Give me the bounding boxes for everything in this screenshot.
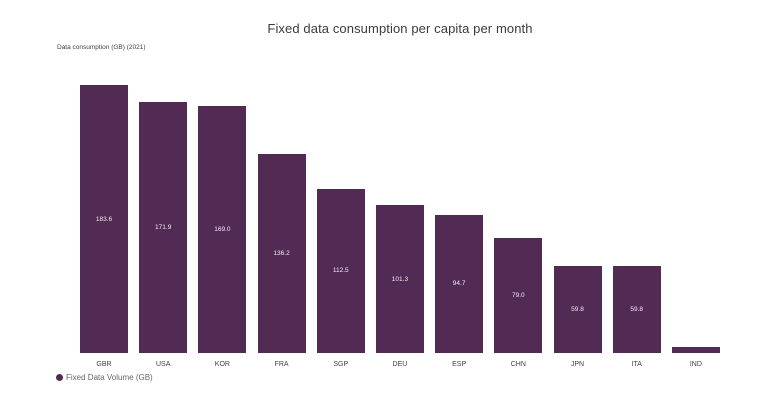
bar[interactable]: 183.6	[80, 85, 128, 353]
bar[interactable]: 171.9	[139, 102, 188, 353]
bar-data-label: 101.3	[391, 275, 409, 283]
category-label: SGP	[333, 361, 349, 368]
bar[interactable]: 94.7	[435, 214, 484, 353]
bar-column: 59.8 ITA	[612, 85, 661, 368]
bar[interactable]: 59.8	[612, 265, 661, 353]
category-label: ESP	[452, 361, 467, 368]
chart-title: Fixed data consumption per capita per mo…	[267, 21, 533, 36]
bar-column: 112.5 SGP	[316, 85, 365, 368]
bar[interactable]: 59.8	[553, 265, 602, 353]
bar[interactable]: 112.5	[316, 188, 365, 353]
category-label: KOR	[214, 361, 230, 368]
category-label: IND	[689, 361, 702, 368]
bar-data-label: 59.8	[630, 305, 644, 313]
category-label: JPN	[570, 361, 585, 368]
legend-bullet-icon	[56, 374, 63, 381]
bar-column: 59.8 JPN	[553, 85, 602, 368]
bar-column: 171.9 USA	[139, 85, 188, 368]
bar-column: 183.6 GBR	[80, 85, 128, 368]
bar-column: 136.2 FRA	[257, 85, 306, 368]
category-label: CHN	[510, 361, 526, 368]
bar-data-label: 94.7	[452, 280, 466, 288]
category-label: FRA	[274, 361, 289, 368]
bar-data-label: 112.5	[332, 267, 349, 275]
bar-column: IND	[671, 85, 720, 368]
category-label: GBR	[96, 361, 112, 368]
bar[interactable]	[671, 347, 720, 353]
bar-column: 94.7 ESP	[435, 85, 484, 368]
bar-data-label: 79.0	[511, 291, 525, 299]
category-label: USA	[155, 361, 171, 368]
bar[interactable]: 101.3	[375, 205, 424, 353]
bar[interactable]: 79.0	[494, 237, 543, 353]
bar-data-label: 183.6	[95, 215, 113, 223]
bar-column: 79.0 CHN	[494, 85, 543, 368]
legend-item-fixed-data-volume[interactable]: Fixed Data Volume (GB)	[56, 373, 153, 382]
category-label: ITA	[631, 361, 642, 368]
bar-data-label: 59.8	[571, 305, 584, 313]
bar[interactable]: 136.2	[257, 154, 306, 353]
plot-area: 183.6 GBR 171.9 USA 169.0 KOR 136.2 FRA …	[80, 85, 720, 368]
bar[interactable]: 169.0	[198, 106, 247, 353]
category-label: DEU	[392, 361, 408, 368]
bar-data-label: 169.0	[214, 226, 231, 234]
bar-column: 101.3 DEU	[375, 85, 424, 368]
bar-data-label: 136.2	[273, 250, 290, 258]
bar-column: 169.0 KOR	[198, 85, 247, 368]
bar-data-label: 171.9	[155, 224, 172, 232]
legend-label: Fixed Data Volume (GB)	[66, 373, 153, 382]
y-axis-title: Data consumption (GB) (2021)	[57, 44, 146, 51]
